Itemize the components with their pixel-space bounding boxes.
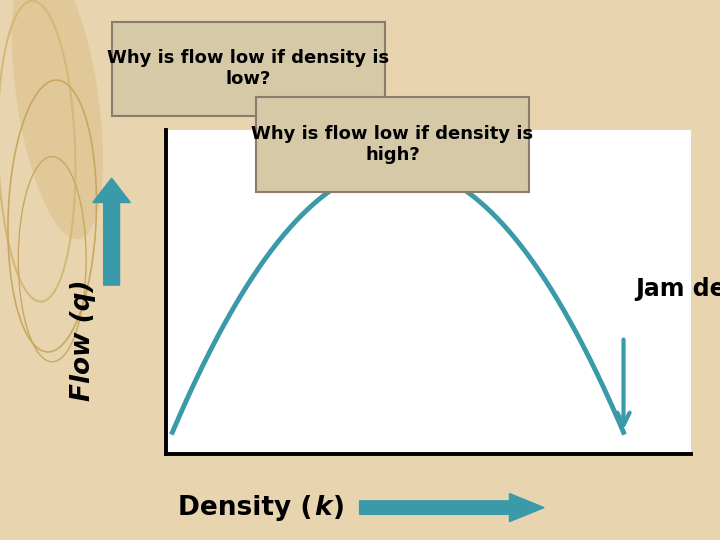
Ellipse shape: [12, 0, 102, 239]
Text: Why is flow low if density is
high?: Why is flow low if density is high?: [251, 125, 534, 164]
Text: ): ): [333, 495, 345, 521]
Text: Flow (q): Flow (q): [70, 280, 96, 401]
Text: k: k: [314, 495, 332, 521]
Text: Density (: Density (: [179, 495, 312, 521]
Text: Jam density: Jam density: [635, 277, 720, 301]
Text: Why is flow low if density is
low?: Why is flow low if density is low?: [107, 50, 390, 88]
